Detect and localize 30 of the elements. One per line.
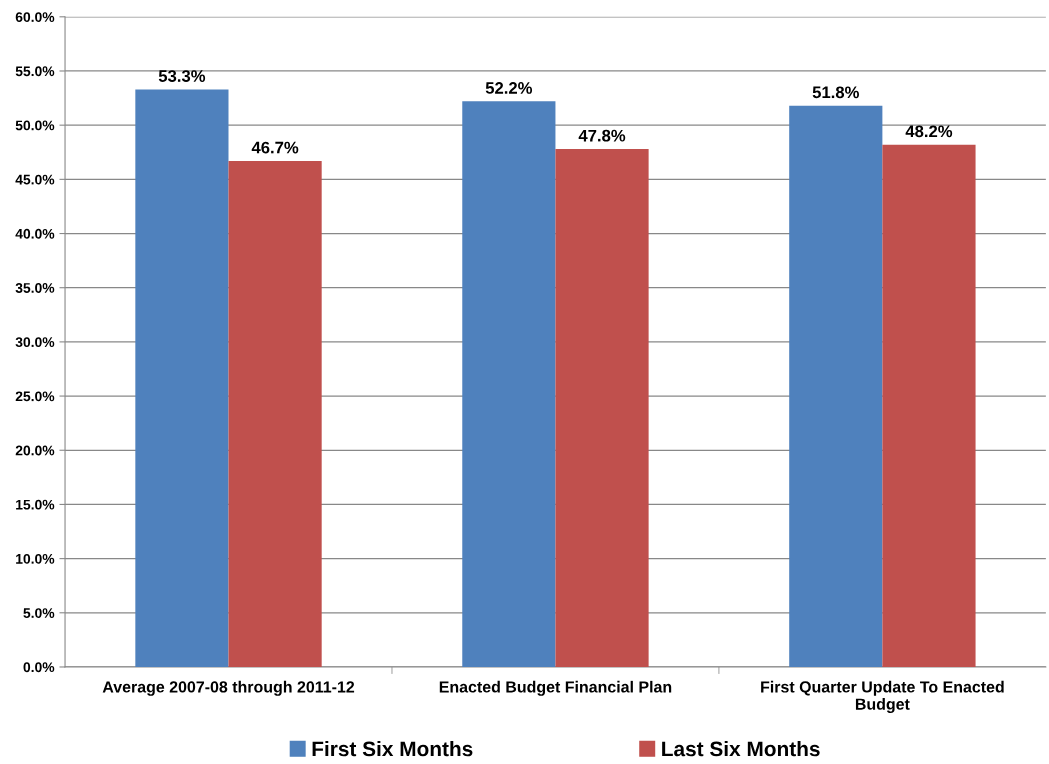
- bar: [462, 101, 556, 667]
- data-label: 46.7%: [251, 141, 299, 154]
- x-tick-label: Enacted Budget Financial Plan: [439, 680, 672, 696]
- data-label: 47.8%: [578, 129, 626, 142]
- bar: [135, 89, 229, 667]
- y-tick-label: 15.0%: [16, 499, 55, 510]
- data-label: 51.8%: [812, 86, 859, 99]
- x-tick-label: Average 2007-08 through 2011-12: [102, 680, 355, 696]
- y-tick-label: 30.0%: [15, 337, 55, 348]
- y-tick-label: 50.0%: [15, 120, 55, 131]
- y-tick-label: 60.0%: [15, 12, 55, 22]
- y-tick-label: 45.0%: [15, 174, 55, 185]
- legend-label: First Six Months: [312, 740, 473, 757]
- x-tick-label: First Quarter Update To Enacted Budget: [761, 680, 1004, 714]
- legend-label: Last Six Months: [662, 740, 820, 757]
- y-tick-label: 40.0%: [15, 228, 55, 239]
- y-tick-label: 55.0%: [15, 66, 55, 77]
- bar: [555, 149, 649, 667]
- y-tick-label: 20.0%: [15, 445, 55, 456]
- bar: [228, 160, 322, 667]
- y-tick-label: 25.0%: [15, 391, 55, 402]
- y-tick-label: 0.0%: [23, 662, 55, 673]
- y-tick-label: 10.0%: [16, 553, 55, 564]
- y-tick-label: 5.0%: [23, 608, 55, 618]
- bar: [789, 105, 883, 667]
- y-tick-label: 35.0%: [15, 283, 55, 293]
- data-label: 52.2%: [485, 82, 533, 94]
- data-label: 53.3%: [158, 70, 206, 82]
- bar: [882, 144, 976, 667]
- data-label: 48.2%: [905, 125, 953, 138]
